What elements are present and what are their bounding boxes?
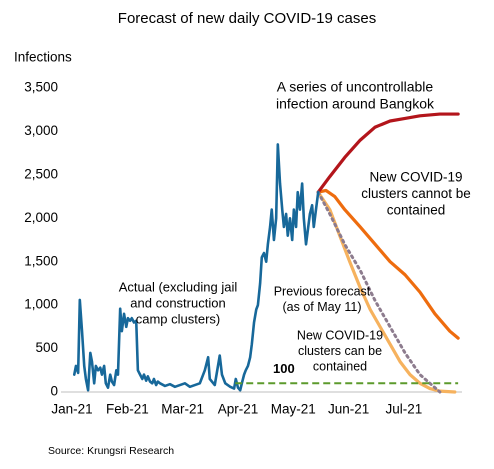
series-line [72, 143, 320, 392]
series-annotation: infection around Bangkok [276, 96, 435, 112]
y-tick-label: 1,000 [24, 297, 58, 312]
series-annotation: camp clusters) [136, 311, 221, 326]
series-annotation: clusters can be [298, 344, 382, 358]
y-tick-label: 2,500 [24, 166, 58, 181]
x-tick-label: Feb-21 [106, 402, 149, 417]
y-tick-label: 2,000 [24, 210, 58, 225]
y-axis-label: Infections [14, 50, 72, 65]
series-line [316, 190, 442, 394]
x-tick-label: Jan-21 [51, 402, 92, 417]
x-tick-label: Apr-21 [218, 402, 259, 417]
series-annotation: New COVID-19 [297, 328, 383, 342]
series-annotation: and construction [130, 295, 225, 310]
y-tick-label: 1,500 [24, 253, 58, 268]
y-tick-label: 500 [35, 340, 58, 355]
y-tick-label: 0 [50, 384, 58, 399]
source-note: Source: Krungsri Research [48, 445, 174, 457]
series-annotation: New COVID-19 [369, 170, 462, 185]
x-tick-label: Mar-21 [161, 402, 204, 417]
series-line [316, 112, 460, 194]
series-annotation: (as of May 11) [283, 300, 362, 314]
series-annotation: clusters cannot be [361, 186, 471, 201]
series-annotation: Previous forecast [274, 284, 371, 298]
series-annotation: A series of uncontrollable [277, 79, 434, 95]
x-tick-label: May-21 [271, 402, 316, 417]
x-tick-label: Jul-21 [386, 402, 423, 417]
series-annotation: Actual (excluding jail [119, 279, 238, 294]
series-line [316, 188, 460, 340]
x-tick-label: Jun-21 [328, 402, 369, 417]
y-tick-label: 3,500 [24, 80, 58, 95]
y-tick-label: 3,000 [24, 123, 58, 138]
threshold-label: 100 [273, 361, 295, 376]
chart-title: Forecast of new daily COVID-19 cases [118, 10, 376, 27]
series-annotation: contained [313, 359, 367, 373]
series-annotation: contained [387, 203, 446, 218]
